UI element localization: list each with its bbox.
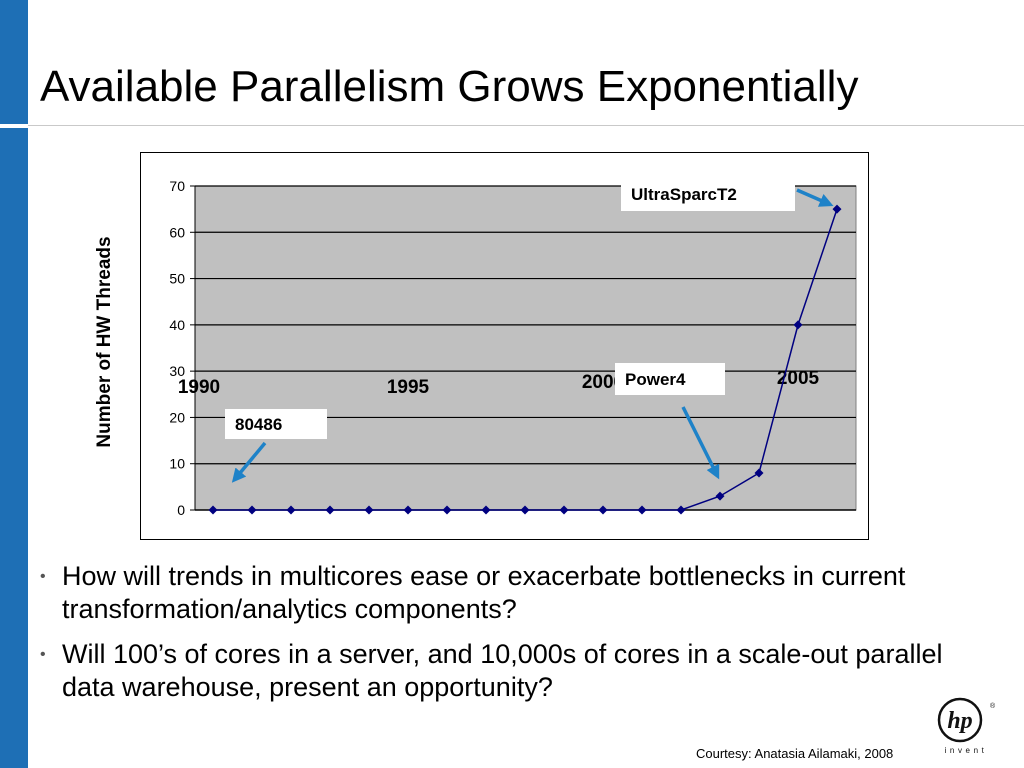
y-tick-label: 70 — [169, 178, 185, 194]
x-tick-label: 1990 — [178, 377, 220, 398]
data-point — [208, 505, 218, 515]
y-tick-label: 10 — [169, 456, 185, 472]
bullet-dot-icon: • — [40, 646, 46, 663]
bullet-item: • How will trends in multicores ease or … — [40, 560, 1000, 626]
data-point — [559, 505, 569, 515]
y-tick-label: 20 — [169, 409, 185, 425]
data-point — [481, 505, 491, 515]
annotation-box — [225, 409, 327, 439]
annotation-label: 80486 — [235, 415, 282, 434]
data-point — [832, 204, 842, 214]
bullet-list: • How will trends in multicores ease or … — [40, 560, 1000, 716]
annotation-label: Power4 — [625, 370, 686, 389]
y-tick-label: 60 — [169, 224, 185, 240]
title-divider — [28, 125, 1024, 126]
data-point — [676, 505, 686, 515]
annotation-box — [615, 363, 725, 395]
y-tick-label: 0 — [177, 502, 185, 518]
data-point — [637, 505, 647, 515]
courtesy-note: Courtesy: Anatasia Ailamaki, 2008 — [696, 746, 894, 761]
chart-frame: 0 10 20 30 40 50 60 70 1990 1995 2000 2005 80486 Powe… — [140, 152, 869, 540]
data-point — [754, 468, 764, 478]
data-point — [403, 505, 413, 515]
hp-logo-ring-icon — [937, 697, 983, 743]
annotation-arrow — [681, 406, 720, 480]
data-point — [286, 505, 296, 515]
annotation-box — [621, 177, 795, 211]
data-point — [598, 505, 608, 515]
data-point — [715, 491, 725, 501]
hp-logo: hp ® invent — [936, 696, 996, 758]
annotation-arrow — [796, 188, 834, 207]
y-tick-label: 30 — [169, 363, 185, 379]
x-tick-label: 2005 — [777, 368, 820, 389]
hp-logo-registered-icon: ® — [990, 702, 996, 710]
line-chart: 0 10 20 30 40 50 60 70 1990 1995 2000 2005 80486 Powe… — [169, 177, 857, 518]
x-tick-label: 2000 — [582, 372, 624, 393]
y-tick-label: 40 — [169, 317, 185, 333]
plot-area — [194, 185, 857, 511]
annotation-label: UltraSparcT2 — [631, 185, 737, 204]
data-point — [520, 505, 530, 515]
hp-logo-tagline: invent — [945, 746, 988, 755]
data-point — [442, 505, 452, 515]
annotation-arrow — [231, 441, 267, 483]
accent-bar — [0, 0, 28, 768]
data-point — [793, 320, 803, 330]
y-axis-label: Number of HW Threads — [94, 236, 115, 448]
data-point — [364, 505, 374, 515]
data-point — [247, 505, 257, 515]
hp-logo-mark-icon: hp — [947, 708, 972, 734]
bullet-dot-icon: • — [40, 568, 46, 585]
bullet-item: • Will 100’s of cores in a server, and 1… — [40, 638, 1000, 704]
x-tick-label: 1995 — [387, 377, 430, 398]
bullet-text: Will 100’s of cores in a server, and 10,… — [62, 639, 943, 702]
data-point — [325, 505, 335, 515]
y-tick-label: 50 — [169, 271, 185, 287]
slide-title: Available Parallelism Grows Exponentiall… — [40, 62, 859, 111]
accent-bar-notch — [0, 124, 28, 128]
bullet-text: How will trends in multicores ease or ex… — [62, 561, 906, 624]
